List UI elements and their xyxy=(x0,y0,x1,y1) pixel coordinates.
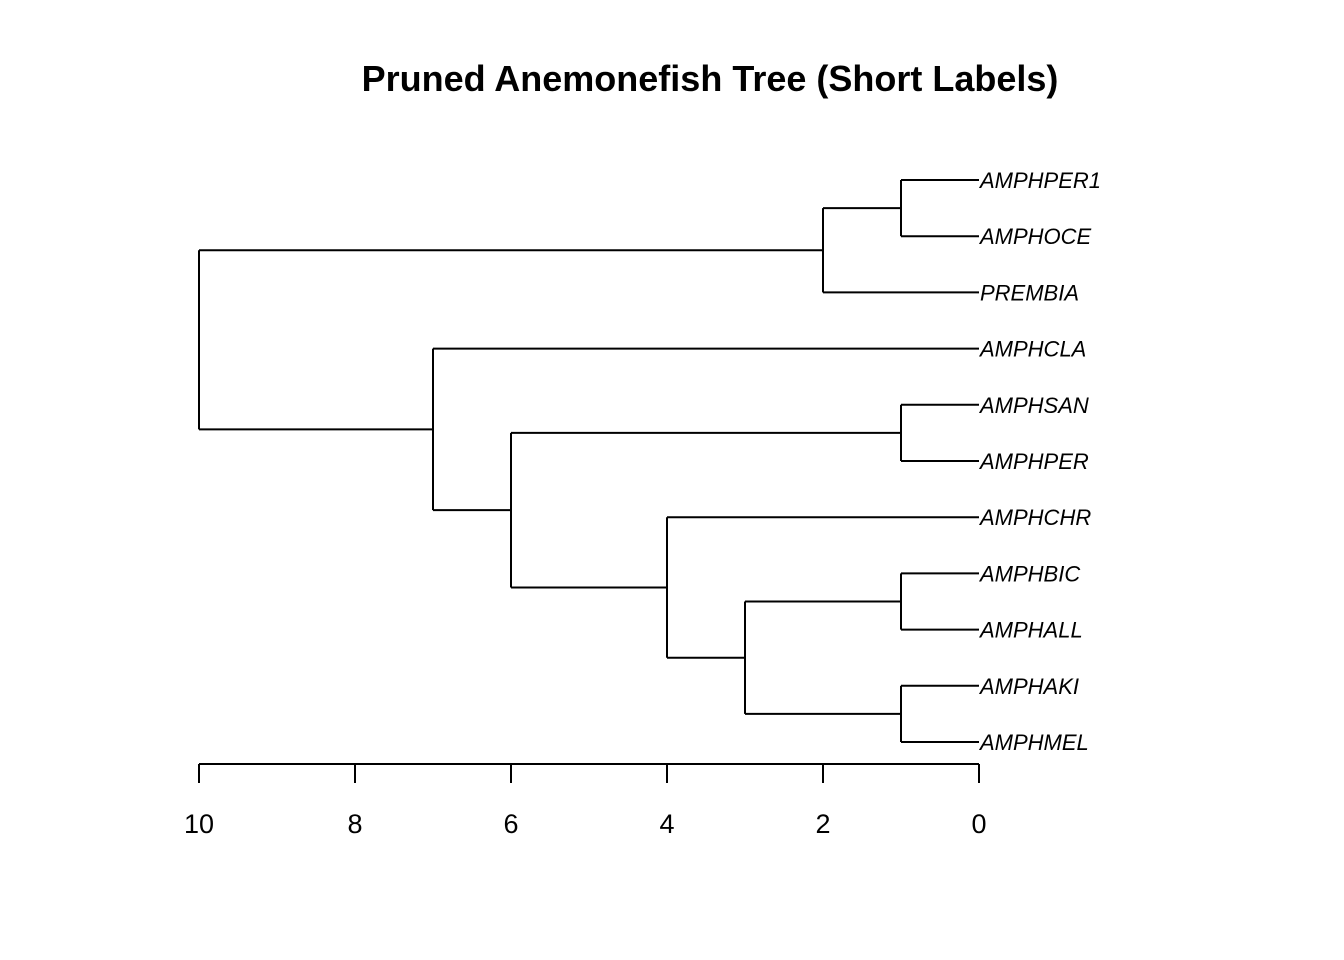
tip-label: AMPHBIC xyxy=(978,561,1080,586)
tree-branches xyxy=(198,179,979,743)
axis-tick-label: 8 xyxy=(347,809,362,839)
tip-label: PREMBIA xyxy=(980,280,1079,305)
axis-tick-label: 0 xyxy=(971,809,986,839)
tip-label: AMPHOCE xyxy=(978,224,1092,249)
tip-label: AMPHCHR xyxy=(978,505,1091,530)
axis-tick-label: 10 xyxy=(184,809,214,839)
tip-labels: AMPHPER1 AMPHOCE PREMBIA AMPHCLA AMPHSAN AMPH… xyxy=(978,168,1101,755)
axis-tick-label: 2 xyxy=(815,809,830,839)
tip-label: AMPHALL xyxy=(978,618,1083,643)
tip-label: AMPHMEL xyxy=(978,730,1089,755)
tip-label: AMPHAKI xyxy=(978,674,1079,699)
tip-label: AMPHPER1 xyxy=(978,168,1101,193)
time-axis: 10 8 6 4 2 0 xyxy=(184,763,987,839)
tip-label: AMPHCLA xyxy=(978,337,1086,362)
tip-label: AMPHPER xyxy=(978,449,1089,474)
chart-title: Pruned Anemonefish Tree (Short Labels) xyxy=(361,58,1059,99)
axis-tick-label: 4 xyxy=(659,809,674,839)
tip-label: AMPHSAN xyxy=(978,393,1089,418)
axis-tick-label: 6 xyxy=(503,809,518,839)
